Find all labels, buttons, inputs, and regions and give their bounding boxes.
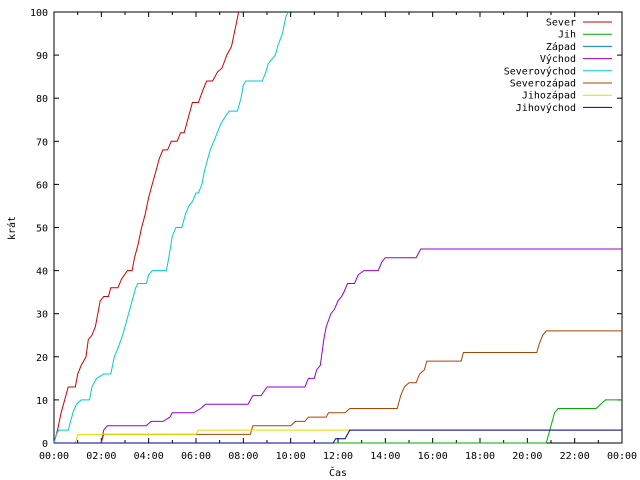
legend-label: Západ xyxy=(546,41,576,53)
legend-label: Severozápad xyxy=(510,78,576,90)
y-tick-label: 20 xyxy=(36,353,48,364)
x-tick-label: 18:00 xyxy=(465,451,495,462)
series-line-1 xyxy=(53,11,240,444)
x-tick-label: 04:00 xyxy=(134,451,164,462)
series-lines xyxy=(53,11,622,444)
legend-label: Východ xyxy=(540,53,576,65)
y-tick-label: 10 xyxy=(36,396,48,407)
x-tick-label: 22:00 xyxy=(560,451,590,462)
x-tick-label: 06:00 xyxy=(181,451,211,462)
x-tick-label: 14:00 xyxy=(370,451,400,462)
y-tick-label: 80 xyxy=(36,94,48,105)
series-line-4 xyxy=(54,248,622,444)
x-tick-label: 00:00 xyxy=(39,451,69,462)
legend: SeverJihZápadVýchodSeverovýchodSeverozáp… xyxy=(504,18,612,114)
x-tick-label: 00:00 xyxy=(607,451,637,462)
x-tick-label: 10:00 xyxy=(276,451,306,462)
series-line-6 xyxy=(54,330,622,444)
legend-label: Jihovýchod xyxy=(516,102,576,114)
y-tick-label: 90 xyxy=(36,51,48,62)
y-tick-label: 40 xyxy=(36,267,48,278)
legend-label: Jihozápad xyxy=(522,90,576,102)
series-line-2 xyxy=(54,399,622,444)
y-tick-label: 30 xyxy=(36,310,48,321)
legend-label: Severovýchod xyxy=(504,65,576,77)
x-tick-label: 20:00 xyxy=(512,451,542,462)
x-tick-label: 12:00 xyxy=(323,451,353,462)
y-axis-label: krát xyxy=(6,216,18,240)
series-line-8 xyxy=(54,429,622,444)
y-tick-label: 50 xyxy=(36,224,48,235)
y-tick-label: 60 xyxy=(36,180,48,191)
x-tick-label: 16:00 xyxy=(418,451,448,462)
legend-label: Jih xyxy=(558,30,576,41)
x-tick-label: 02:00 xyxy=(86,451,116,462)
x-axis-label: Čas xyxy=(329,466,347,479)
x-tick-label: 08:00 xyxy=(228,451,258,462)
y-tick-label: 70 xyxy=(36,137,48,148)
axis-ticks: 0 10 20 30 40 50 60 70 80 90 100 00:00 02:00 04:00 06:… xyxy=(30,8,637,462)
legend-label: Sever xyxy=(546,18,576,29)
y-tick-label: 0 xyxy=(42,439,48,450)
series-line-5 xyxy=(53,11,289,444)
y-tick-label: 100 xyxy=(30,8,48,19)
